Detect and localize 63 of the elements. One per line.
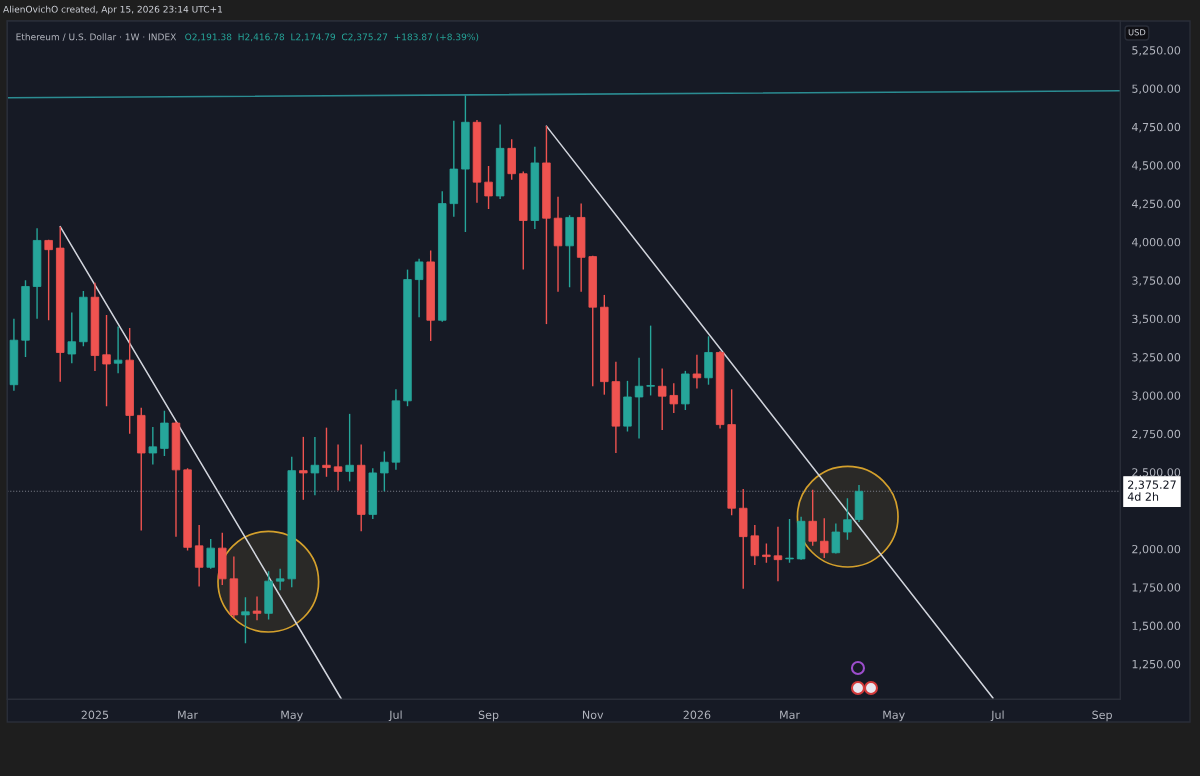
candlestick	[762, 542, 771, 564]
ref-line-label: 2,375.27 4d 2h	[1127, 480, 1176, 501]
candlestick	[657, 367, 667, 431]
candlestick	[252, 595, 262, 621]
candlestick	[646, 324, 655, 397]
candlestick	[820, 517, 829, 559]
y-tick-label: 2,750.00	[1132, 429, 1181, 440]
x-tick-label: Mar	[178, 710, 199, 720]
candlestick	[669, 382, 678, 414]
y-tick-label: 4,500.00	[1131, 161, 1181, 171]
candlestick	[843, 497, 852, 541]
x-tick-label: May	[883, 710, 905, 722]
x-tick-label: Jul	[990, 710, 1004, 722]
x-tick-label: Sep	[1092, 710, 1112, 722]
text: USD	[1128, 29, 1146, 36]
candlestick	[484, 165, 493, 210]
y-tick-label: 3,500.00	[1132, 314, 1181, 325]
candlestick	[113, 325, 123, 374]
candlestick	[773, 525, 783, 582]
text: Ethereum / U.S. Dollar · 1W · INDEX	[16, 33, 177, 41]
x-tick-label: Sep	[478, 710, 499, 722]
text: AlienOvichO created, Apr 15, 2026 23:14 UTC+1	[3, 5, 223, 15]
x-tick-label: 2025	[81, 710, 109, 720]
candlestick	[275, 568, 285, 592]
y-tick-label: 3,750.00	[1132, 276, 1181, 286]
x-tick-label: Nov	[582, 710, 604, 720]
y-tick-label: 2,500.00	[1132, 468, 1181, 478]
y-tick-label: 3,000.00	[1132, 391, 1181, 401]
y-tick-label: 4,750.00	[1131, 122, 1181, 133]
candlestick	[750, 524, 760, 566]
candlestick	[206, 538, 215, 570]
x-tick-label: May	[281, 710, 303, 722]
candlestick	[241, 596, 250, 644]
candlestick	[67, 311, 77, 364]
candlestick	[634, 357, 644, 440]
candlestick	[333, 443, 343, 492]
candlestick	[808, 489, 817, 547]
y-tick-label: 1,250.00	[1132, 659, 1181, 670]
y-tick-label: 4,250.00	[1131, 199, 1181, 210]
candlestick	[380, 450, 389, 493]
y-tick-label: 5,000.00	[1132, 84, 1181, 95]
y-tick-label: 1,500.00	[1132, 621, 1181, 632]
candlestick	[831, 522, 841, 555]
candlestick	[44, 238, 53, 321]
candlestick	[692, 354, 702, 390]
y-tick-label: 3,250.00	[1132, 353, 1181, 363]
x-tick-label: Jul	[388, 710, 402, 722]
y-tick-label: 1,750.00	[1132, 583, 1181, 593]
y-tick-label: 5,250.00	[1132, 46, 1181, 56]
candlestick	[785, 518, 794, 564]
candlestick	[345, 413, 354, 483]
candlestick	[194, 524, 204, 588]
y-tick-label: 4,000.00	[1131, 237, 1181, 248]
candlestick	[322, 426, 331, 478]
text: O2,191.38 H2,416.78 L2,174.79 C2,375.27 +183.87 (+8.39%)	[185, 33, 479, 42]
candlestick	[414, 258, 424, 318]
x-tick-label: 2026	[683, 710, 711, 720]
candlestick	[102, 314, 111, 407]
x-tick-label: Mar	[780, 710, 801, 720]
candlestick	[310, 436, 320, 496]
y-tick-label: 2,000.00	[1132, 544, 1181, 555]
candlestick	[148, 426, 158, 466]
candlestick	[299, 436, 308, 501]
